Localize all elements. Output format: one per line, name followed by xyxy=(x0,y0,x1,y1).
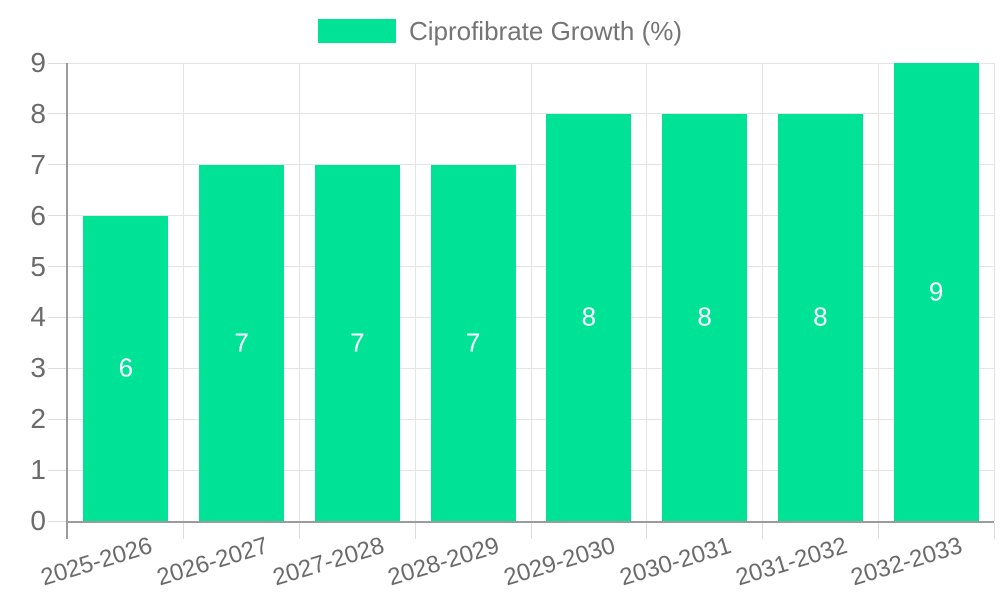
bar-value-label-2025-2026: 6 xyxy=(118,352,134,383)
x-axis-category-label-2028-2029: 2028-2029 xyxy=(385,532,503,592)
bar-2026-2027[interactable]: 7 xyxy=(199,164,285,521)
x-axis-category-label-2029-2030: 2029-2030 xyxy=(500,532,619,592)
y-axis-tick-label-3: 3 xyxy=(30,352,46,384)
y-axis-tick-label-9: 9 xyxy=(30,47,46,78)
x-axis-tick-6 xyxy=(762,523,763,539)
x-axis-category-label-2030-2031: 2030-2031 xyxy=(616,532,735,592)
x-axis-category-label-2032-2033: 2032-2033 xyxy=(848,532,966,592)
legend-item-ciprofibrate-growth[interactable]: Ciprofibrate Growth (%) xyxy=(317,16,683,46)
x-axis-category-label-2026-2027: 2026-2027 xyxy=(153,532,272,592)
x-axis-tick-1 xyxy=(183,523,185,539)
x-axis-tick-4 xyxy=(530,523,532,539)
bar-value-label-2032-2033: 9 xyxy=(928,276,944,307)
legend-swatch-icon xyxy=(317,19,396,43)
bar-value-label-2030-2031: 8 xyxy=(697,301,712,332)
x-axis-category-label-2025-2026: 2025-2026 xyxy=(37,532,156,592)
y-axis-tick-4 xyxy=(48,316,68,318)
x-axis-category-label-2027-2028: 2027-2028 xyxy=(269,532,387,592)
y-axis-tick-8 xyxy=(48,113,68,115)
bar-2027-2028[interactable]: 7 xyxy=(314,164,400,521)
gridline-x-3 xyxy=(414,63,416,521)
bar-2030-2031[interactable]: 8 xyxy=(662,113,748,521)
bar-value-label-2028-2029: 7 xyxy=(465,327,481,358)
bar-2028-2029[interactable]: 7 xyxy=(430,164,516,521)
y-axis-tick-label-1: 1 xyxy=(30,454,46,486)
y-axis-tick-label-0: 0 xyxy=(30,505,46,536)
gridline-x-2 xyxy=(299,63,300,521)
y-axis-tick-0 xyxy=(48,520,68,522)
x-axis-tick-7 xyxy=(877,523,879,539)
y-axis-tick-6 xyxy=(48,215,68,217)
gridline-x-5 xyxy=(646,63,648,521)
gridline-x-6 xyxy=(762,63,763,521)
y-axis-tick-label-8: 8 xyxy=(30,97,46,129)
x-axis-category-label-2031-2032: 2031-2032 xyxy=(732,532,850,592)
gridline-x-7 xyxy=(877,63,879,521)
bar-value-label-2027-2028: 7 xyxy=(350,327,365,358)
y-axis-tick-label-2: 2 xyxy=(30,403,46,435)
x-axis-tick-3 xyxy=(414,523,416,539)
bar-2031-2032[interactable]: 8 xyxy=(777,113,863,521)
y-axis-tick-label-7: 7 xyxy=(30,148,46,180)
bar-value-label-2031-2032: 8 xyxy=(813,301,828,332)
gridline-x-8 xyxy=(993,63,995,521)
y-axis-tick-7 xyxy=(48,164,68,166)
legend: Ciprofibrate Growth (%) xyxy=(0,16,1000,46)
y-axis-tick-5 xyxy=(48,266,68,268)
y-axis-line xyxy=(66,63,68,539)
y-axis-tick-label-6: 6 xyxy=(30,199,46,231)
x-axis-tick-2 xyxy=(299,523,300,539)
bar-2025-2026[interactable]: 6 xyxy=(83,215,169,521)
y-axis-tick-2 xyxy=(48,418,68,420)
bar-value-label-2026-2027: 7 xyxy=(234,327,249,358)
legend-label: Ciprofibrate Growth (%) xyxy=(408,16,683,46)
y-axis-tick-3 xyxy=(48,367,68,369)
gridline-x-1 xyxy=(183,63,185,521)
y-axis-tick-1 xyxy=(48,469,68,471)
bar-value-label-2029-2030: 8 xyxy=(581,301,597,332)
x-axis-tick-8 xyxy=(993,523,995,539)
gridline-x-4 xyxy=(530,63,532,521)
y-axis-tick-9 xyxy=(48,62,68,64)
bar-2032-2033[interactable]: 9 xyxy=(893,63,979,521)
y-axis-tick-label-5: 5 xyxy=(30,250,46,282)
bar-2029-2030[interactable]: 8 xyxy=(546,113,632,521)
x-axis-line xyxy=(66,521,994,523)
y-axis-tick-label-4: 4 xyxy=(30,301,46,333)
x-axis-tick-5 xyxy=(646,523,648,539)
